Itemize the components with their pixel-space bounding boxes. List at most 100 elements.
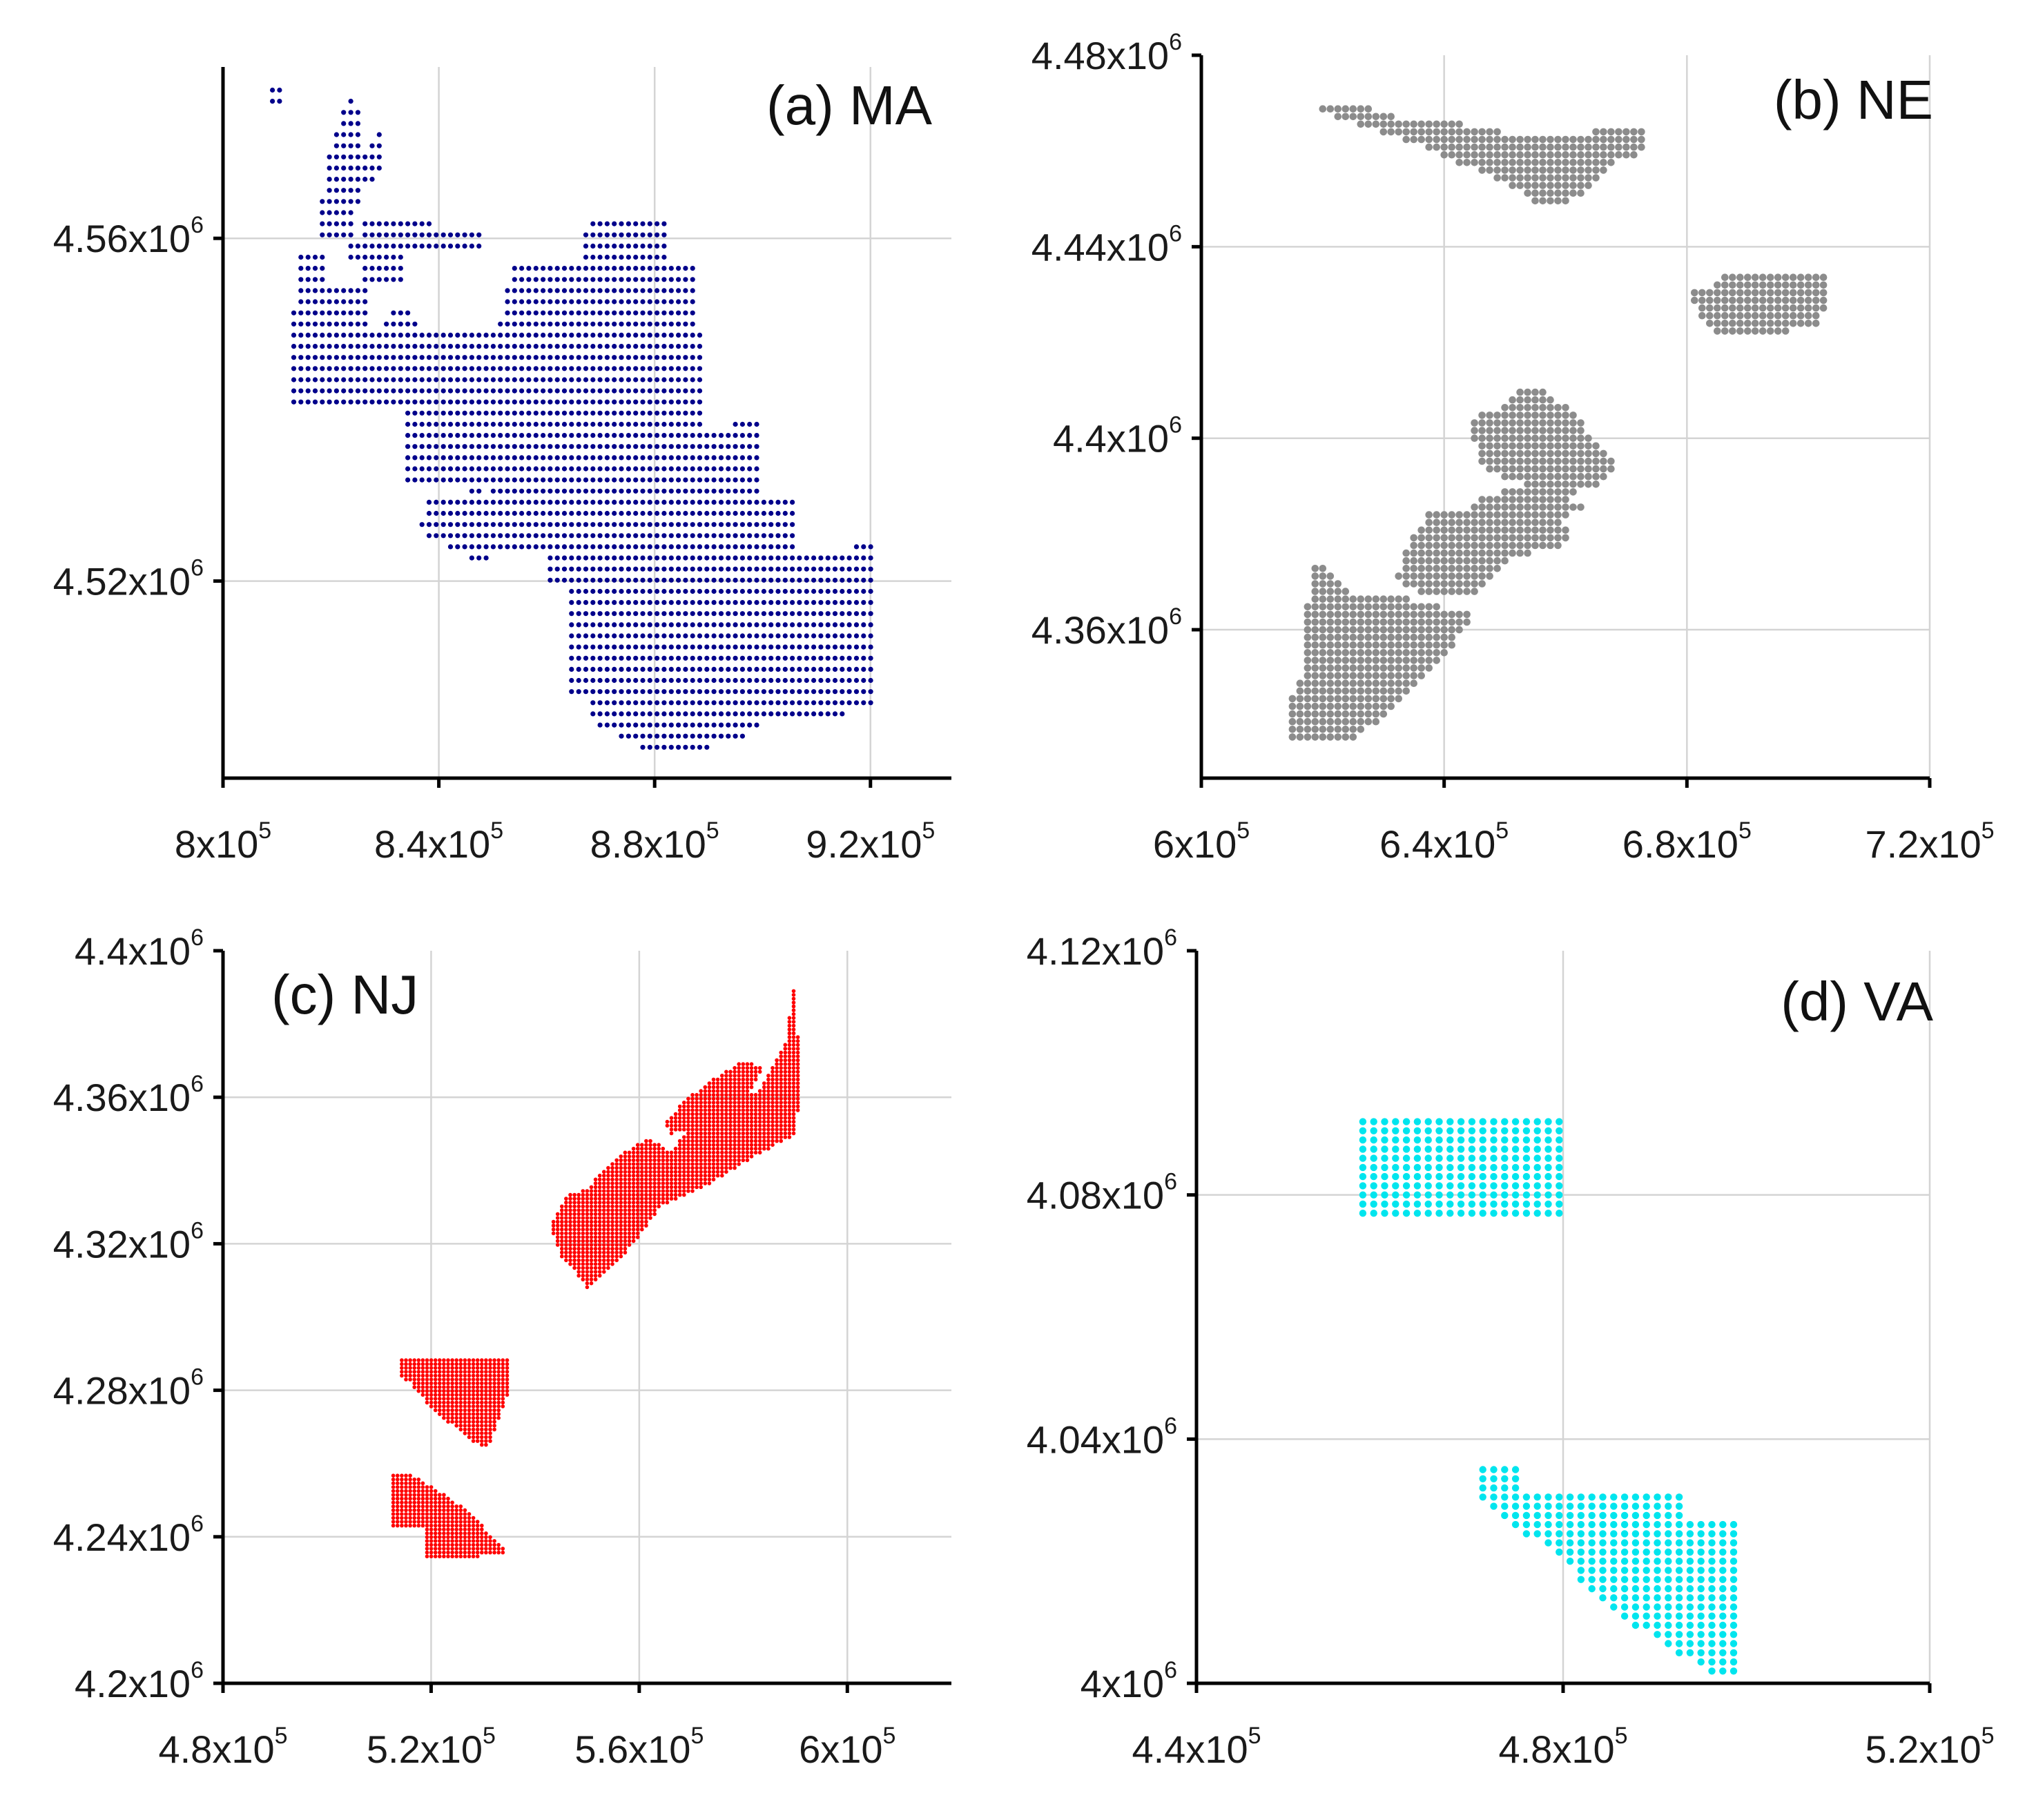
data-point — [320, 366, 325, 371]
data-point — [512, 421, 517, 427]
data-point — [1379, 618, 1388, 626]
data-point — [676, 700, 681, 706]
data-point — [480, 1420, 484, 1424]
data-point — [724, 1162, 728, 1166]
data-point — [610, 1235, 614, 1239]
data-point — [648, 1212, 652, 1217]
data-point — [683, 533, 688, 539]
data-point — [665, 1123, 670, 1128]
data-point — [519, 399, 525, 405]
data-point — [1402, 633, 1410, 641]
data-point — [505, 299, 510, 304]
data-point — [644, 1170, 648, 1174]
data-point — [627, 1181, 632, 1185]
data-point — [412, 232, 418, 238]
data-point — [1364, 702, 1373, 710]
data-point — [597, 666, 603, 672]
data-point — [635, 1208, 640, 1212]
data-point — [749, 1081, 754, 1085]
data-point — [690, 1104, 695, 1109]
data-point — [1304, 633, 1312, 641]
data-point — [568, 1216, 572, 1220]
data-point — [1547, 511, 1554, 519]
data-point — [720, 1154, 724, 1159]
data-point — [606, 1250, 610, 1255]
data-point — [548, 488, 553, 494]
data-point — [568, 1243, 572, 1247]
data-point — [589, 1270, 594, 1274]
data-point — [635, 1185, 640, 1190]
data-point — [1478, 434, 1486, 442]
data-point — [488, 1400, 492, 1405]
data-point — [633, 266, 639, 271]
data-point — [766, 1135, 771, 1139]
data-point — [298, 366, 304, 371]
data-point — [733, 499, 738, 505]
data-point — [647, 588, 652, 594]
data-point — [327, 165, 332, 171]
data-point — [1425, 588, 1433, 595]
data-point — [488, 1377, 492, 1382]
data-point — [733, 633, 738, 639]
data-point — [677, 1119, 682, 1124]
data-point — [1501, 434, 1509, 442]
data-point — [1524, 135, 1531, 144]
data-point — [655, 344, 660, 349]
data-point — [463, 1412, 467, 1416]
data-point — [442, 1370, 446, 1374]
data-point — [690, 533, 695, 539]
data-point — [669, 1181, 674, 1185]
data-point — [560, 1212, 564, 1217]
data-point — [1819, 273, 1828, 282]
data-point — [576, 666, 581, 672]
data-point — [568, 1262, 572, 1266]
data-point — [1607, 457, 1615, 465]
data-point — [619, 1208, 623, 1212]
data-point — [741, 1135, 746, 1139]
data-point — [597, 1250, 602, 1255]
data-point — [355, 310, 361, 316]
data-point — [568, 1204, 572, 1209]
data-point — [619, 1235, 623, 1239]
data-point — [476, 366, 482, 371]
data-point — [480, 1424, 484, 1428]
data-point — [426, 388, 432, 394]
data-point — [619, 1192, 623, 1197]
data-point — [362, 399, 368, 405]
data-point — [391, 388, 396, 394]
data-point — [726, 477, 731, 483]
data-point — [741, 1131, 746, 1136]
data-point — [795, 1093, 800, 1097]
data-point — [1796, 296, 1805, 304]
data-point — [661, 666, 667, 672]
data-point — [610, 1246, 614, 1251]
data-point — [581, 1204, 585, 1209]
data-point — [412, 433, 418, 438]
data-point — [327, 221, 332, 226]
data-point — [606, 1208, 610, 1212]
data-point — [647, 644, 652, 650]
data-point — [475, 1381, 480, 1386]
data-point — [405, 477, 411, 483]
data-point — [1448, 549, 1455, 557]
data-point — [554, 555, 560, 561]
data-point — [640, 277, 646, 282]
data-point — [741, 1112, 746, 1116]
data-point — [697, 344, 703, 349]
data-point — [745, 1139, 750, 1143]
data-point — [1425, 657, 1433, 664]
data-point — [811, 711, 817, 717]
data-point — [631, 1212, 636, 1217]
data-point — [541, 410, 546, 416]
data-point — [791, 1008, 796, 1012]
data-point — [626, 633, 632, 639]
data-point — [484, 1439, 488, 1443]
data-point — [724, 1104, 728, 1109]
data-point — [690, 1108, 695, 1112]
data-point — [762, 1127, 766, 1132]
data-point — [695, 1135, 699, 1139]
data-point — [640, 1200, 644, 1205]
data-point — [590, 332, 596, 338]
data-point — [1326, 572, 1335, 580]
data-point — [426, 421, 432, 427]
